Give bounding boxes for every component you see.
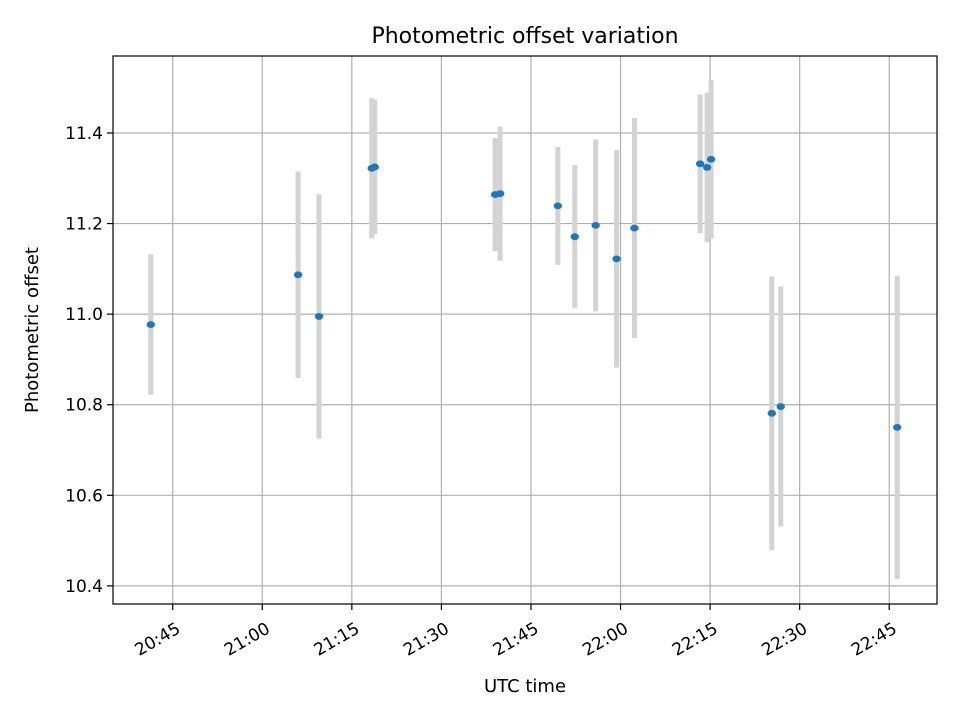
y-tick-label: 11.4 — [65, 124, 103, 144]
x-tick-label: 22:30 — [759, 619, 811, 661]
y-tick-label: 10.8 — [65, 396, 103, 416]
data-points — [146, 155, 902, 431]
plot-frame — [112, 55, 938, 605]
data-point — [314, 313, 324, 320]
data-point — [570, 233, 579, 241]
x-tick-label: 22:15 — [669, 619, 721, 661]
data-point — [495, 190, 505, 198]
y-tick-label: 11.0 — [65, 305, 103, 325]
data-point — [630, 224, 639, 232]
y-tick-label: 11.2 — [65, 215, 103, 235]
grid — [113, 56, 937, 604]
x-tick-label: 22:00 — [579, 619, 631, 661]
data-point — [553, 202, 563, 210]
data-point — [591, 221, 600, 229]
data-point — [293, 271, 303, 279]
data-point — [146, 321, 156, 328]
x-tick-label: 21:00 — [221, 619, 273, 661]
data-point — [776, 403, 785, 410]
chart-title: Photometric offset variation — [371, 24, 678, 49]
data-point — [702, 164, 712, 171]
x-tick-label: 22:45 — [848, 619, 900, 661]
x-axis: 20:45 21:00 21:15 21:30 21:45 22:00 22:15 22:30… — [132, 604, 901, 661]
y-axis-label: Photometric offset — [22, 247, 43, 413]
data-point — [695, 160, 705, 168]
x-tick-label: 21:30 — [400, 619, 452, 661]
data-point — [706, 155, 716, 163]
data-point — [767, 409, 777, 417]
data-point — [892, 423, 902, 431]
y-tick-label: 10.6 — [65, 486, 103, 506]
y-axis: 10.4 10.6 10.8 11.0 11.2 11.4 — [65, 124, 113, 597]
x-tick-label: 21:15 — [311, 619, 363, 661]
data-point — [612, 255, 621, 263]
x-axis-label: UTC time — [484, 676, 566, 697]
y-tick-label: 10.4 — [65, 577, 103, 597]
x-tick-label: 20:45 — [132, 619, 184, 661]
data-point — [370, 163, 379, 171]
x-tick-label: 21:45 — [490, 619, 542, 661]
